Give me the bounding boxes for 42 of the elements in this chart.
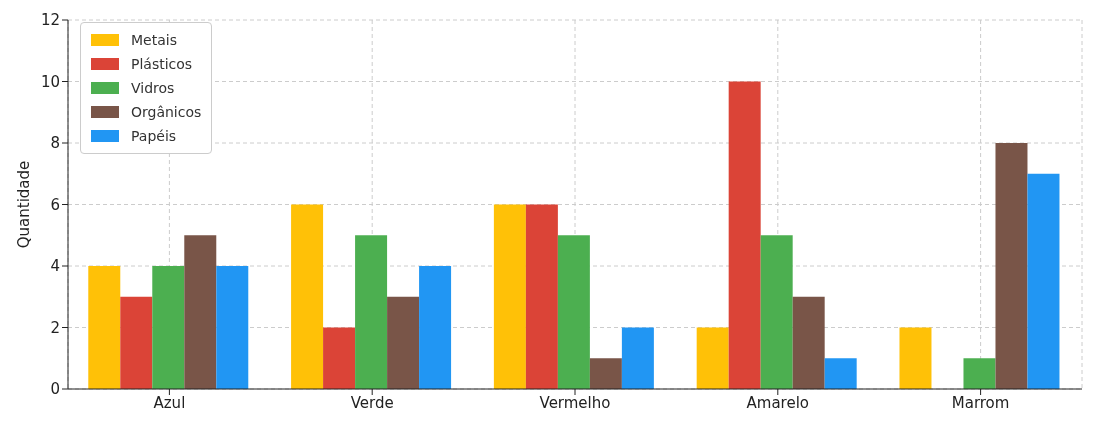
- bar: [589, 358, 622, 389]
- legend-label: Plásticos: [131, 56, 193, 72]
- bar: [899, 327, 932, 389]
- y-tick-label: 6: [50, 195, 60, 214]
- y-tick-label: 12: [40, 11, 60, 30]
- bar: [525, 204, 558, 389]
- bar: [184, 235, 217, 389]
- x-tick-label: Vermelho: [539, 393, 611, 412]
- bar: [88, 266, 121, 389]
- bar: [557, 235, 590, 389]
- bar: [621, 327, 654, 389]
- y-tick-label: 2: [50, 318, 60, 337]
- bar: [120, 296, 153, 389]
- bar: [696, 327, 729, 389]
- bar: [323, 327, 356, 389]
- bar: [728, 81, 761, 389]
- bar: [995, 143, 1028, 389]
- bar: [291, 204, 324, 389]
- legend-label: Metais: [131, 32, 177, 48]
- bar: [824, 358, 857, 389]
- y-tick-label: 4: [50, 257, 60, 276]
- x-tick-label: Amarelo: [746, 393, 810, 412]
- bar: [387, 296, 420, 389]
- bar: [1027, 173, 1060, 389]
- x-tick-label: Azul: [153, 393, 186, 412]
- bar: [355, 235, 388, 389]
- legend-label: Orgânicos: [131, 104, 202, 120]
- y-axis-title: Quantidade: [15, 160, 34, 249]
- y-tick-label: 8: [50, 134, 60, 153]
- legend-label: Vidros: [131, 80, 175, 96]
- y-tick-label: 0: [50, 380, 60, 399]
- bar: [216, 266, 249, 389]
- bar: [419, 266, 452, 389]
- legend-label: Papéis: [131, 128, 177, 144]
- x-tick-label: Marrom: [951, 393, 1010, 412]
- x-tick-label: Verde: [350, 393, 394, 412]
- bar: [152, 266, 185, 389]
- bar: [493, 204, 526, 389]
- bar: [963, 358, 996, 389]
- bar: [792, 296, 825, 389]
- y-tick-label: 10: [40, 72, 60, 91]
- bar: [760, 235, 793, 389]
